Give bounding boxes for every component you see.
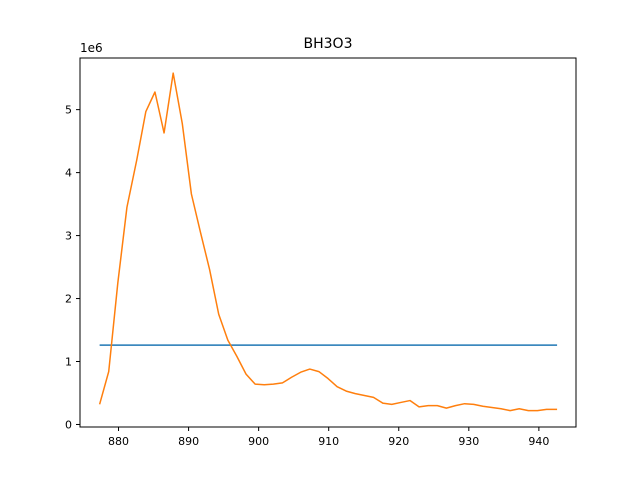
x-tick-label: 880 [108,435,129,448]
x-tick-label: 920 [388,435,409,448]
y-tick-label: 0 [65,418,72,431]
y-tick-label: 3 [65,230,72,243]
chart-title: BH3O3 [304,36,353,52]
x-tick-label: 910 [318,435,339,448]
y-tick-label: 1 [65,356,72,369]
x-tick-label: 940 [528,435,549,448]
series-line-1 [98,72,558,412]
series-layer [98,72,558,412]
y-tick-label: 2 [65,293,72,306]
y-tick-label: 4 [65,167,72,180]
axis-ticks: 880 890 900 910 920 930 940 0 1 2 3 4 5 [65,104,549,448]
y-tick-label: 5 [65,104,72,117]
x-tick-label: 900 [248,435,269,448]
y-axis-offset-label: 1e6 [80,41,103,55]
axes-frame [79,57,577,428]
x-tick-label: 930 [458,435,479,448]
x-tick-label: 890 [178,435,199,448]
